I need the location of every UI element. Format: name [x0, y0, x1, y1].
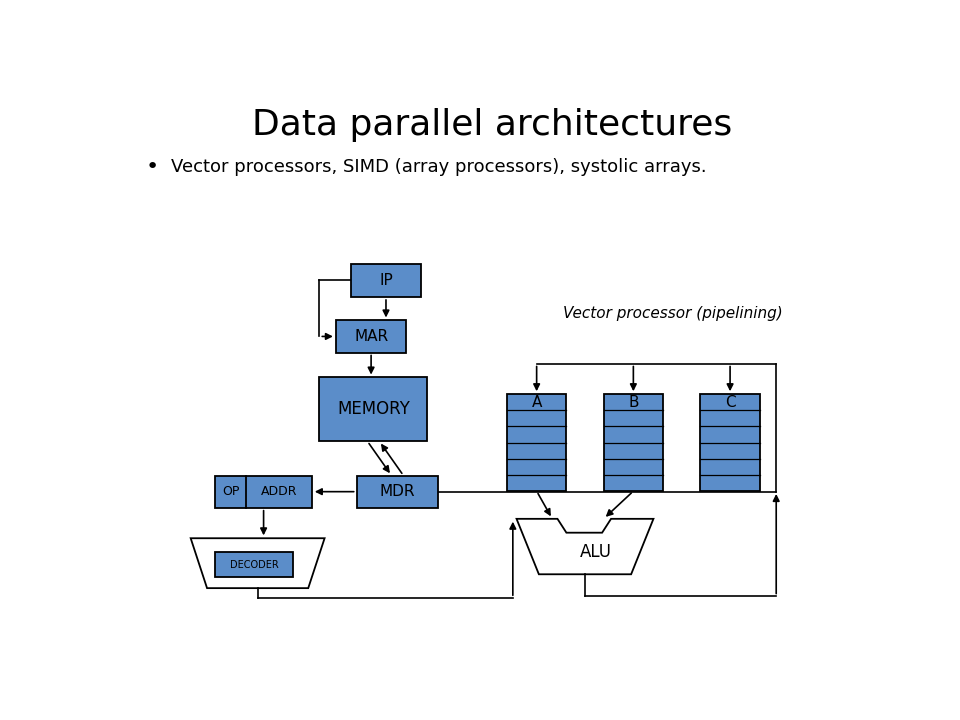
- Bar: [604, 394, 663, 491]
- Text: Data parallel architectures: Data parallel architectures: [252, 108, 732, 143]
- Text: MAR: MAR: [354, 329, 388, 344]
- Bar: [701, 394, 760, 491]
- Text: B: B: [628, 395, 638, 410]
- Text: Vector processors, SIMD (array processors), systolic arrays.: Vector processors, SIMD (array processor…: [171, 158, 707, 176]
- Text: ALU: ALU: [580, 543, 612, 561]
- Bar: [320, 377, 427, 441]
- Polygon shape: [516, 519, 654, 575]
- Text: MDR: MDR: [380, 484, 416, 499]
- Text: OP: OP: [222, 485, 239, 498]
- Text: Vector processor (pipelining): Vector processor (pipelining): [563, 306, 782, 321]
- Text: IP: IP: [379, 273, 393, 288]
- Text: A: A: [532, 395, 541, 410]
- Text: •: •: [146, 157, 159, 177]
- Bar: [507, 394, 566, 491]
- Text: MEMORY: MEMORY: [337, 400, 410, 418]
- Bar: [350, 264, 421, 297]
- Bar: [336, 320, 406, 353]
- Bar: [356, 476, 439, 508]
- Bar: [215, 476, 312, 508]
- Text: C: C: [725, 395, 735, 410]
- Text: ADDR: ADDR: [261, 485, 298, 498]
- Text: DECODER: DECODER: [229, 559, 278, 570]
- Polygon shape: [191, 539, 324, 588]
- Bar: [215, 552, 294, 577]
